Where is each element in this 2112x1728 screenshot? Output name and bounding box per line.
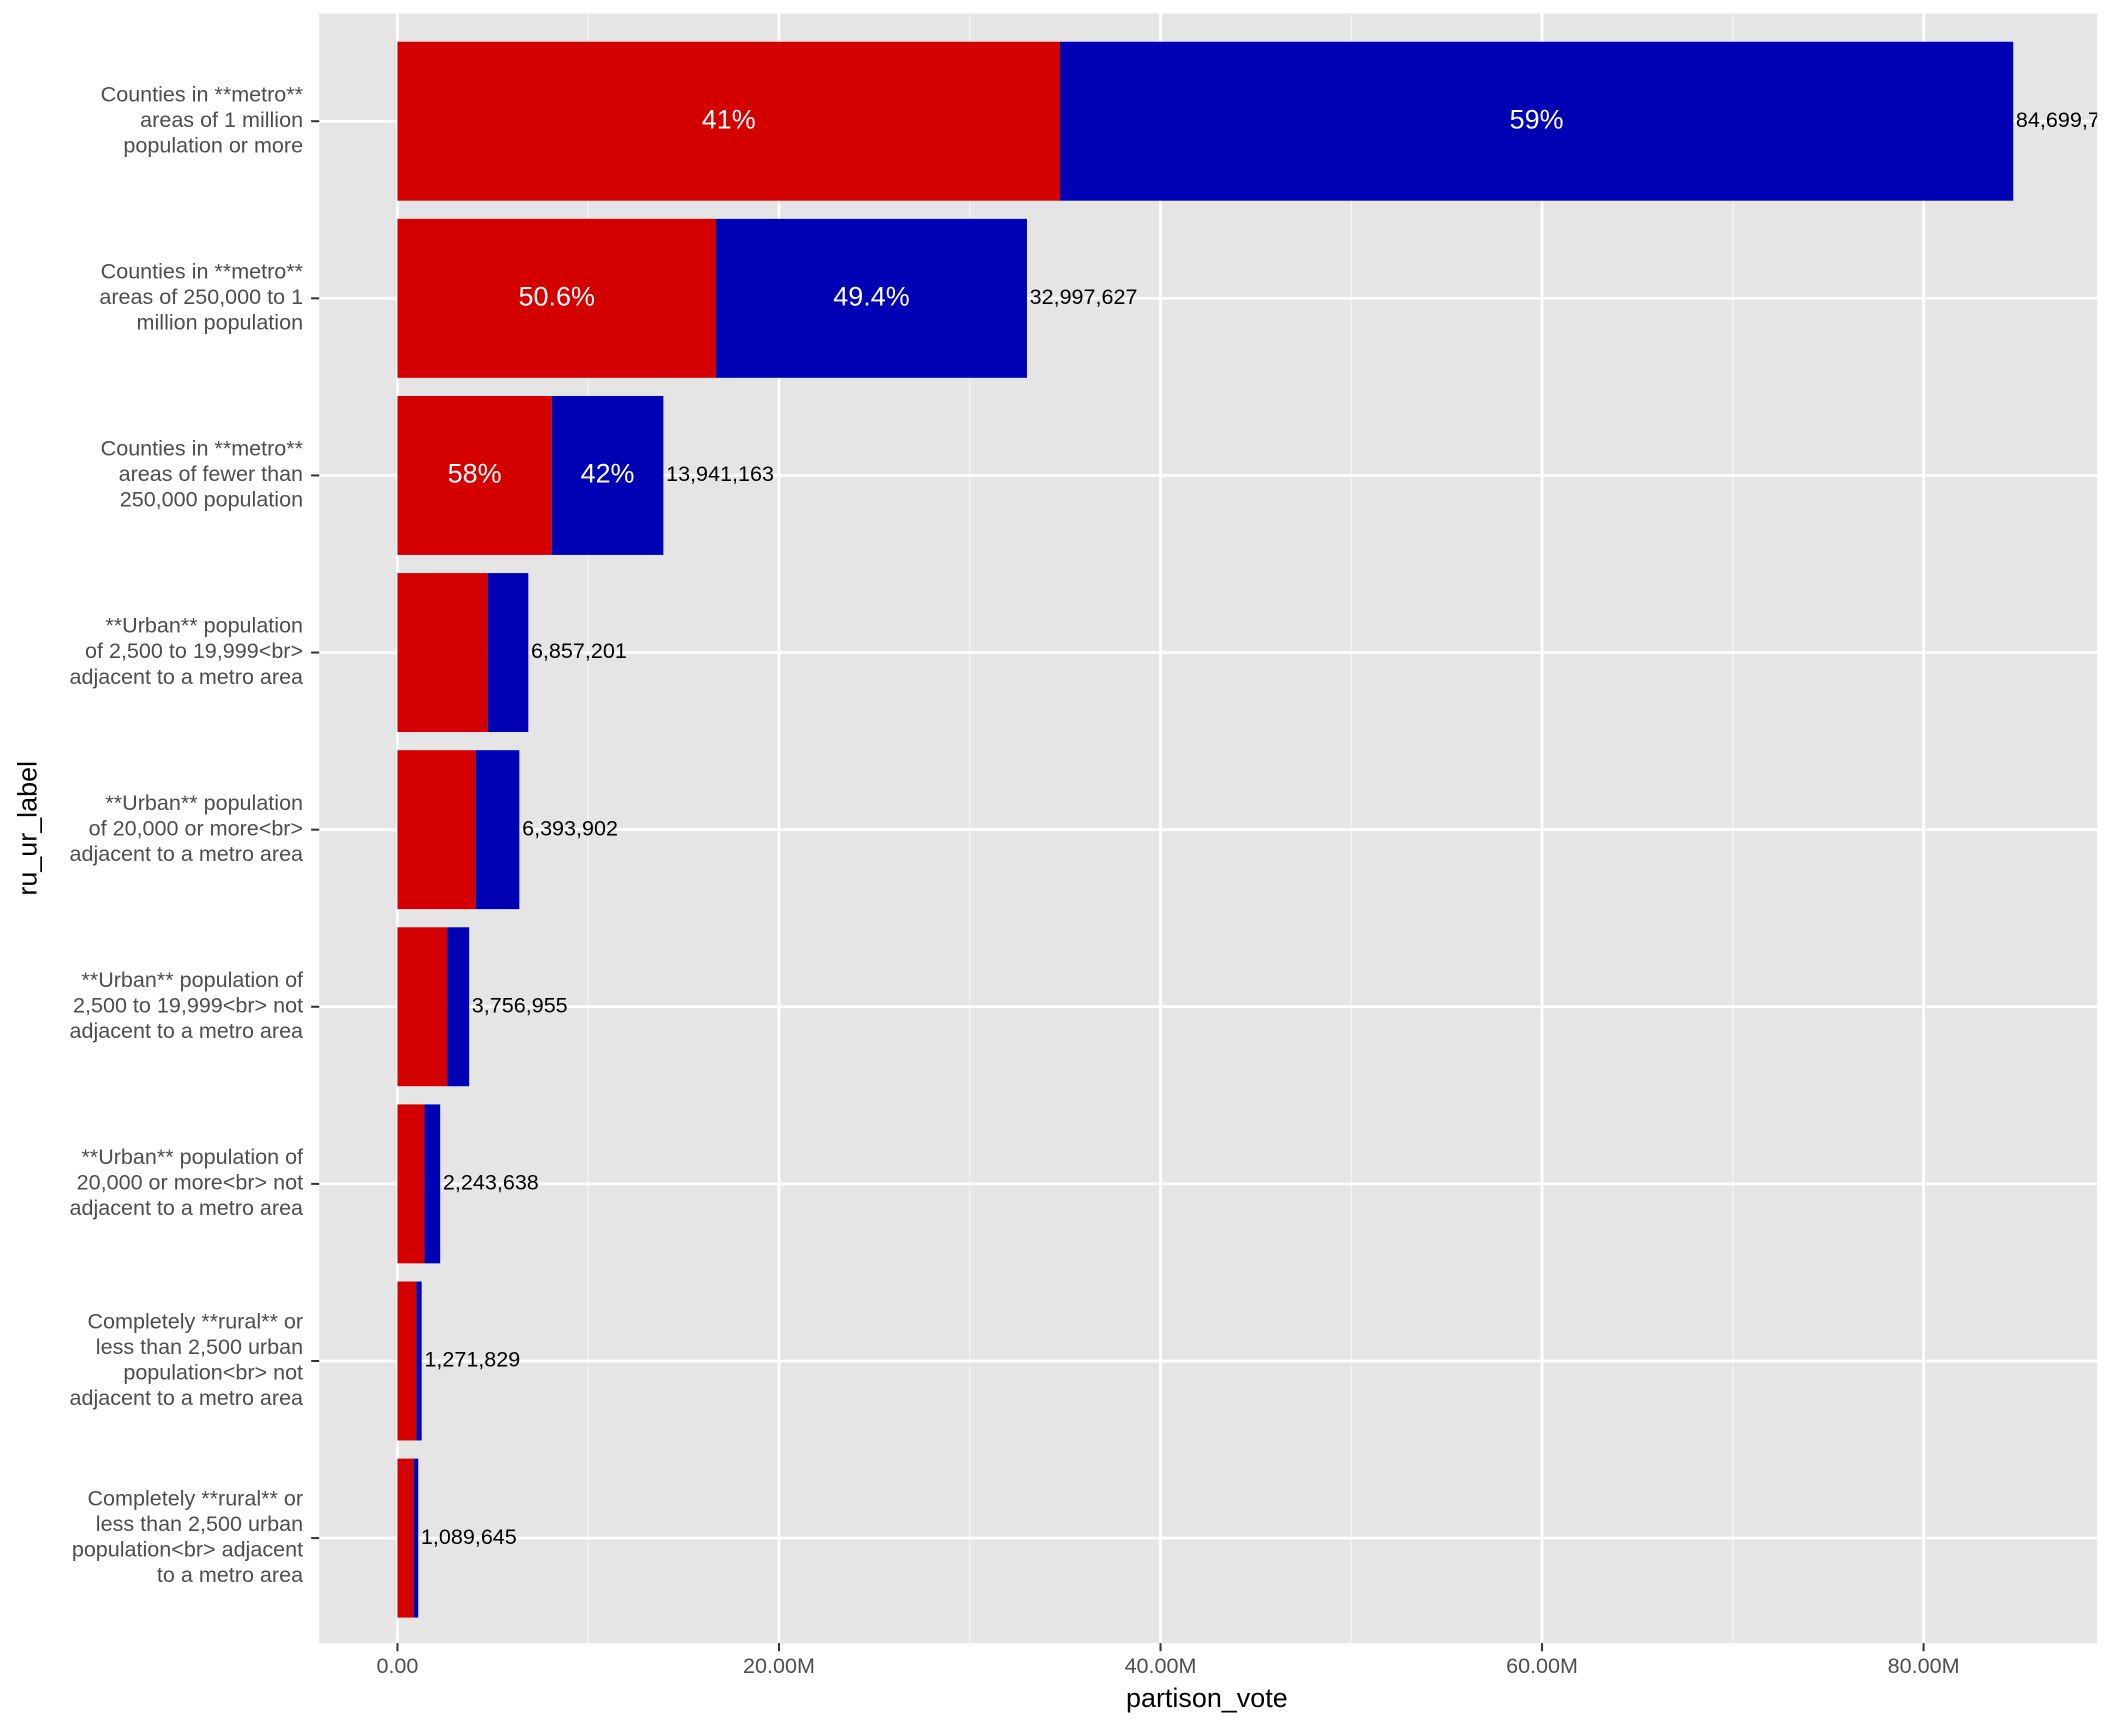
total-label: 32,997,627: [1030, 284, 1138, 309]
bar-segment: [397, 750, 476, 910]
y-tick-label: population<br> adjacent: [72, 1537, 303, 1562]
x-tick-label: 40.00M: [1125, 1653, 1197, 1678]
total-label: 1,089,645: [421, 1524, 517, 1549]
bar-segment: [397, 927, 448, 1087]
bar-segment: [397, 41, 1060, 201]
bar-segment: [397, 218, 717, 378]
total-label: 6,857,201: [531, 638, 627, 663]
x-tick-label: 80.00M: [1888, 1653, 1960, 1678]
bar-segment: [551, 395, 664, 555]
y-tick-label: areas of fewer than: [119, 461, 303, 486]
y-tick-label: **Urban** population: [105, 613, 303, 638]
y-tick-label: **Urban** population: [105, 790, 303, 815]
y-tick-label: of 2,500 to 19,999<br>: [85, 638, 303, 663]
y-tick-label: **Urban** population of: [81, 967, 304, 992]
y-tick-label: Completely **rural** or: [87, 1308, 303, 1333]
y-tick-label: adjacent to a metro area: [69, 1385, 303, 1410]
y-tick-label: Counties in **metro**: [101, 436, 304, 461]
bar-segment: [397, 573, 488, 733]
y-tick-label: areas of 1 million: [140, 107, 303, 132]
total-label: 84,699,76: [2016, 107, 2112, 132]
y-tick-label: population or more: [123, 132, 303, 157]
bar-segment: [424, 1104, 441, 1264]
y-tick-label: 250,000 population: [120, 487, 303, 512]
bar-segment: [413, 1458, 419, 1618]
x-tick-label: 20.00M: [743, 1653, 815, 1678]
segment-label: 59%: [1510, 104, 1564, 134]
total-label: 2,243,638: [443, 1170, 539, 1195]
bar-segment: [397, 1458, 414, 1618]
total-label: 13,941,163: [666, 461, 774, 486]
bar-segment: [397, 395, 552, 555]
y-tick-label: million population: [137, 310, 304, 335]
bar-segment: [416, 1281, 422, 1441]
y-tick-label: less than 2,500 urban: [96, 1511, 303, 1536]
total-label: 1,271,829: [424, 1347, 520, 1372]
bar-segment: [487, 573, 529, 733]
segment-label: 58%: [448, 459, 502, 489]
bar-segment: [397, 1104, 425, 1264]
bar-segment: [475, 750, 520, 910]
bar-segment: [1059, 41, 2014, 201]
y-axis-title: ru_ur_label: [13, 761, 43, 896]
y-tick-label: Completely **rural** or: [87, 1485, 303, 1510]
y-tick-label: population<br> not: [123, 1359, 303, 1384]
y-tick-label: less than 2,500 urban: [96, 1334, 303, 1359]
y-tick-label: 2,500 to 19,999<br> not: [73, 992, 303, 1017]
segment-label: 49.4%: [833, 281, 909, 311]
segment-label: 50.6%: [519, 281, 595, 311]
y-tick-label: areas of 250,000 to 1: [99, 284, 303, 309]
y-tick-label: Counties in **metro**: [101, 81, 304, 106]
total-label: 6,393,902: [522, 815, 618, 840]
y-tick-label: adjacent to a metro area: [69, 841, 303, 866]
segment-label: 42%: [581, 459, 635, 489]
x-axis-title: partison_vote: [1126, 1683, 1288, 1713]
x-tick-label: 0.00: [376, 1653, 418, 1678]
total-label: 3,756,955: [472, 992, 568, 1017]
segment-label: 41%: [702, 104, 756, 134]
bar-segment: [447, 927, 470, 1087]
y-tick-label: adjacent to a metro area: [69, 1195, 303, 1220]
y-tick-label: **Urban** population of: [81, 1144, 304, 1169]
bar-segment: [716, 218, 1027, 378]
y-tick-label: Counties in **metro**: [101, 258, 304, 283]
y-tick-label: of 20,000 or more<br>: [89, 815, 303, 840]
y-tick-label: adjacent to a metro area: [69, 664, 303, 689]
y-tick-label: to a metro area: [157, 1562, 303, 1587]
y-tick-label: adjacent to a metro area: [69, 1018, 303, 1043]
y-tick-label: 20,000 or more<br> not: [77, 1170, 303, 1195]
marks: 41% 59% 84,699,76 50.6% 49.4% 32,997,627 58% 42…: [397, 41, 2112, 1618]
x-tick-label: 60.00M: [1506, 1653, 1578, 1678]
bar-segment: [397, 1281, 417, 1441]
